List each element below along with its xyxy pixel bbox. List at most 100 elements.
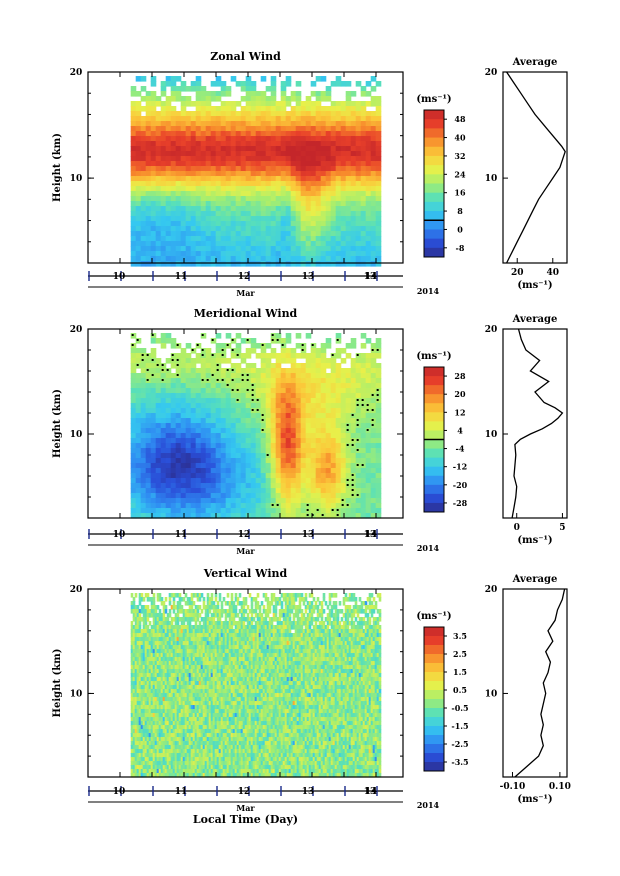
heatmap-cell [130, 709, 134, 714]
heatmap-cell [305, 231, 312, 237]
heatmap-cell [180, 701, 184, 706]
heatmap-cell [132, 757, 136, 762]
heatmap-cell [150, 677, 154, 682]
heatmap-cell [154, 717, 158, 722]
heatmap-cell [162, 601, 166, 606]
heatmap-cell [135, 166, 142, 172]
heatmap-cell [370, 448, 377, 454]
heatmap-cell [205, 161, 212, 167]
heatmap-cell [280, 473, 287, 479]
heatmap-cell [280, 111, 287, 117]
heatmap-cell [156, 613, 160, 618]
heatmap-cell [330, 453, 337, 459]
heatmap-cell [325, 508, 332, 514]
heatmap-cell [145, 221, 152, 227]
heatmap-cell [190, 468, 197, 474]
heatmap-cell [136, 625, 140, 630]
heatmap-cell [320, 443, 327, 449]
heatmap-cell [265, 261, 272, 267]
heatmap-cell [178, 665, 182, 670]
heatmap-cell [255, 91, 262, 97]
heatmap-cell [182, 693, 186, 698]
heatmap-cell [140, 681, 144, 686]
contour-mark [201, 354, 204, 356]
heatmap-cell [152, 709, 156, 714]
heatmap-cell [275, 261, 282, 267]
heatmap-cell [132, 733, 136, 738]
heatmap-cell [315, 191, 322, 197]
heatmap-cell [156, 713, 160, 718]
heatmap-cell [255, 106, 262, 112]
heatmap-cell [335, 348, 342, 354]
heatmap-cell [285, 221, 292, 227]
heatmap-cell [215, 251, 222, 257]
heatmap-cell [315, 468, 322, 474]
heatmap-cell [265, 478, 272, 484]
heatmap-cell [182, 689, 186, 694]
heatmap-cell [185, 191, 192, 197]
heatmap-cell [134, 609, 138, 614]
heatmap-cell [240, 211, 247, 217]
heatmap-cell [174, 717, 178, 722]
heatmap-cell [330, 251, 337, 257]
heatmap-cell [350, 186, 357, 192]
heatmap-cell [140, 196, 147, 202]
heatmap-cell [230, 196, 237, 202]
heatmap-cell [240, 181, 247, 187]
heatmap-cell [165, 101, 172, 107]
heatmap-cell [140, 753, 144, 758]
heatmap-cell [225, 171, 232, 177]
heatmap-cell [140, 741, 144, 746]
heatmap-cell [156, 737, 160, 742]
heatmap-cell [285, 126, 292, 132]
heatmap-cell [225, 473, 232, 479]
heatmap-cell [310, 146, 317, 152]
heatmap-cell [195, 463, 202, 469]
heatmap-cell [250, 503, 257, 509]
heatmap-cell [355, 433, 362, 439]
heatmap-cell [160, 151, 167, 157]
heatmap-cell [300, 246, 307, 252]
heatmap-cell [148, 717, 152, 722]
heatmap-cell [315, 136, 322, 142]
heatmap-cell [168, 709, 172, 714]
heatmap-cell [146, 649, 150, 654]
heatmap-cell [160, 116, 167, 122]
heatmap-cell [340, 493, 347, 499]
heatmap-cell [174, 709, 178, 714]
heatmap-cell [255, 503, 262, 509]
heatmap-cell [355, 221, 362, 227]
heatmap-cell [158, 621, 162, 626]
heatmap-cell [280, 141, 287, 147]
heatmap-cell [176, 649, 180, 654]
heatmap-cell [285, 121, 292, 127]
heatmap-cell [240, 196, 247, 202]
heatmap-cell [240, 86, 247, 92]
heatmap-cell [142, 673, 146, 678]
heatmap-cell [345, 251, 352, 257]
heatmap-cell [285, 101, 292, 107]
heatmap-cell [166, 701, 170, 706]
heatmap-cell [165, 513, 172, 519]
heatmap-cell [335, 111, 342, 117]
heatmap-cell [205, 156, 212, 162]
heatmap-cell [235, 191, 242, 197]
heatmap-cell [370, 498, 377, 504]
heatmap-cell [275, 201, 282, 207]
contour-mark [176, 374, 179, 376]
heatmap-cell [230, 171, 237, 177]
heatmap-cell [156, 665, 160, 670]
heatmap-cell [320, 413, 327, 419]
colorbar-label: -8 [456, 243, 465, 253]
heatmap-cell [150, 211, 157, 217]
heatmap-cell [285, 256, 292, 262]
heatmap-cell [130, 488, 137, 494]
heatmap-cell [360, 343, 367, 349]
heatmap-cell [175, 393, 182, 399]
heatmap-cell [225, 101, 232, 107]
heatmap-cell [136, 645, 140, 650]
heatmap-cell [160, 597, 164, 602]
heatmap-cell [275, 488, 282, 494]
heatmap-cell [160, 773, 164, 778]
heatmap-cell [340, 428, 347, 434]
